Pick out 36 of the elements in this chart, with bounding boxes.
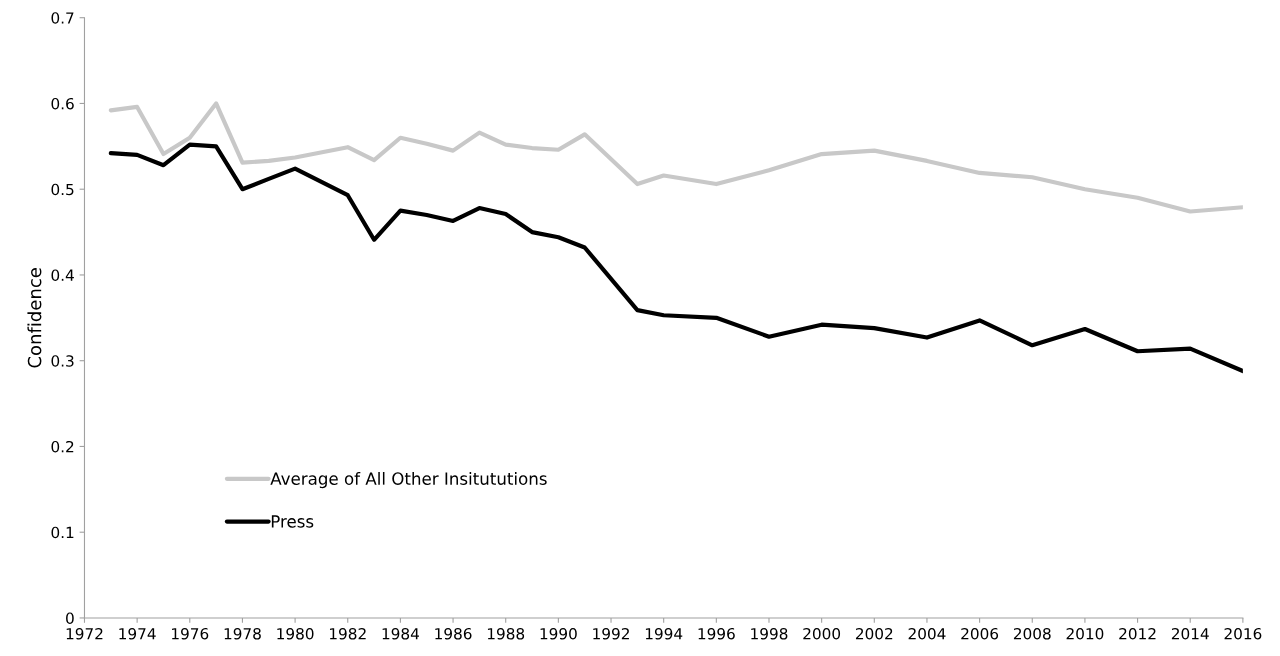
x-tick-label: 1990 [540, 627, 577, 640]
x-tick-label: 1974 [119, 627, 156, 640]
x-tick-label: 1992 [593, 627, 629, 640]
x-tick-label: 2012 [1119, 627, 1156, 640]
y-tick-label: 0.5 [51, 183, 74, 196]
y-tick-label: 0.6 [51, 97, 74, 110]
x-tick-label: 2006 [961, 627, 999, 640]
x-tick-label: 1998 [751, 627, 788, 640]
x-tick-label: 2002 [855, 627, 893, 640]
y-tick-label: 0.1 [51, 526, 74, 539]
y-tick-label: 0 [66, 612, 74, 624]
x-tick-label: 2004 [908, 627, 946, 640]
y-tick-label: 0.7 [51, 12, 74, 24]
x-tick-label: 2016 [1224, 627, 1262, 640]
line-series [108, 142, 1243, 374]
x-tick-label: 1972 [66, 627, 103, 640]
x-tick-label: 1994 [645, 627, 683, 640]
x-tick-label: 1986 [435, 627, 472, 640]
line-series [108, 101, 1243, 214]
y-tick-label: 0.4 [51, 269, 74, 281]
legend-label: Average of All Other Insitututions [270, 472, 547, 489]
x-tick-label: 1980 [277, 627, 314, 640]
x-tick-label: 1984 [382, 627, 419, 640]
x-tick-label: 2008 [1013, 627, 1051, 640]
x-tick-label: 2000 [803, 627, 841, 640]
x-tick-label: 2010 [1066, 627, 1104, 640]
x-tick-label: 1996 [698, 627, 735, 640]
y-tick-label: 0.3 [51, 355, 74, 367]
legend-label: Press [271, 515, 314, 528]
x-tick-label: 1978 [224, 627, 261, 640]
x-tick-label: 1982 [329, 627, 366, 640]
y-axis-title: Confidence [27, 268, 42, 368]
x-tick-label: 1988 [487, 627, 525, 640]
x-tick-label: 2014 [1171, 627, 1209, 640]
y-tick-label: 0.2 [51, 440, 74, 453]
x-tick-label: 1976 [172, 627, 209, 640]
